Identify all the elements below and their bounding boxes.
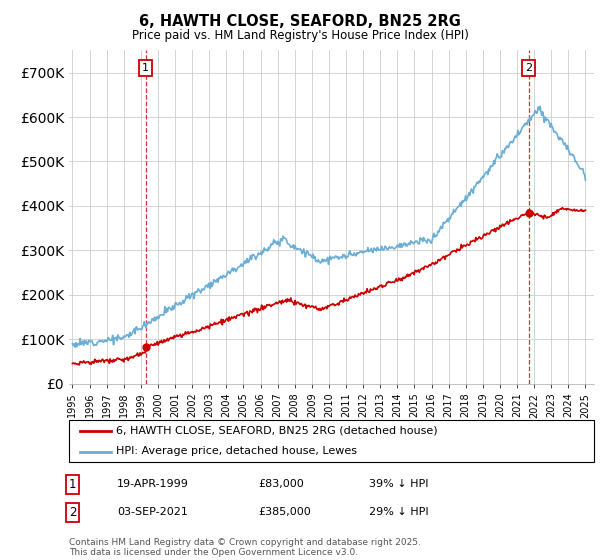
Text: 03-SEP-2021: 03-SEP-2021 — [117, 507, 188, 517]
Text: £83,000: £83,000 — [258, 479, 304, 489]
Text: 19-APR-1999: 19-APR-1999 — [117, 479, 189, 489]
Text: 1: 1 — [69, 478, 77, 491]
Text: 6, HAWTH CLOSE, SEAFORD, BN25 2RG (detached house): 6, HAWTH CLOSE, SEAFORD, BN25 2RG (detac… — [116, 426, 438, 436]
Text: 29% ↓ HPI: 29% ↓ HPI — [369, 507, 428, 517]
Text: 39% ↓ HPI: 39% ↓ HPI — [369, 479, 428, 489]
Text: £385,000: £385,000 — [258, 507, 311, 517]
Text: 2: 2 — [525, 63, 532, 73]
FancyBboxPatch shape — [69, 420, 594, 462]
Text: 1: 1 — [142, 63, 149, 73]
Text: HPI: Average price, detached house, Lewes: HPI: Average price, detached house, Lewe… — [116, 446, 357, 456]
Text: 2: 2 — [69, 506, 77, 519]
Text: 6, HAWTH CLOSE, SEAFORD, BN25 2RG: 6, HAWTH CLOSE, SEAFORD, BN25 2RG — [139, 14, 461, 29]
Text: Contains HM Land Registry data © Crown copyright and database right 2025.
This d: Contains HM Land Registry data © Crown c… — [69, 538, 421, 557]
Text: Price paid vs. HM Land Registry's House Price Index (HPI): Price paid vs. HM Land Registry's House … — [131, 29, 469, 42]
